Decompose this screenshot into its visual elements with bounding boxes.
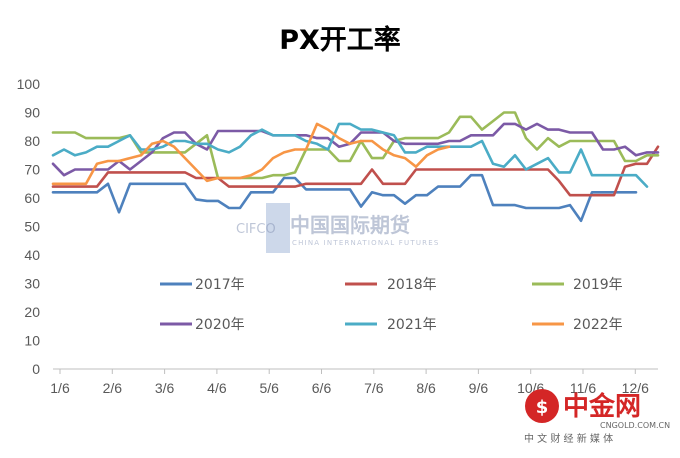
series-line-2 [51,111,660,180]
x-tick-label: 12/6 [622,380,649,396]
y-tick-label: 20 [24,304,40,320]
legend-label-4: 2021年 [387,317,437,333]
legend-label-2: 2019年 [573,277,623,293]
y-tick-label: 40 [24,247,40,263]
x-tick-label: 3/6 [155,380,175,396]
corner-logo-circle [525,389,559,423]
corner-logo-url: CNGOLD.COM.CN [600,421,670,430]
legend-label-0: 2017年 [195,277,245,293]
y-tick-label: 80 [24,133,40,149]
watermark-logo-text: CIFCO [236,222,276,237]
x-tick-label: 8/6 [416,380,436,396]
x-tick-label: 9/6 [469,380,489,396]
y-tick-label: 70 [24,162,40,178]
y-tick-label: 50 [24,219,40,235]
y-tick-label: 90 [24,105,40,121]
legend-label-1: 2018年 [387,277,437,293]
series-line-4 [51,122,649,188]
corner-logo-name: 中金网 [563,391,641,422]
series-layer [51,111,660,223]
watermark: CIFCO 中国国际期货 CHINA INTERNATIONAL FUTURES [236,203,440,253]
y-tick-label: 100 [17,76,41,92]
x-tick-label: 6/6 [312,380,332,396]
watermark-name-en: CHINA INTERNATIONAL FUTURES [292,239,440,247]
y-tick-label: 0 [32,361,40,377]
y-tick-label: 60 [24,190,40,206]
x-tick-label: 5/6 [259,380,279,396]
y-tick-label: 30 [24,276,40,292]
x-tick-label: 2/6 [103,380,123,396]
corner-logo-mark: $ [536,397,549,418]
x-tick-label: 11/6 [570,380,596,396]
watermark-name-cn: 中国国际期货 [290,213,410,237]
corner-logo-tagline: 中 文 财 经 新 媒 体 [524,432,613,445]
watermark-logo-block [266,203,290,253]
legend-label-3: 2020年 [195,317,245,333]
chart-title: PX开工率 [279,25,401,56]
corner-logo: $ 中金网 CNGOLD.COM.CN 中 文 财 经 新 媒 体 [524,389,670,445]
legend: 2017年 2018年 2019年 2020年 2021年 2022年 [160,277,623,333]
series-line-1 [51,145,660,197]
x-tick-label: 1/6 [50,380,70,396]
y-tick-label: 10 [24,333,40,349]
series-line-0 [51,173,638,223]
x-tick-label: 4/6 [207,380,227,396]
series-line-5 [51,122,451,186]
x-tick-label: 7/6 [364,380,384,396]
legend-label-5: 2022年 [573,317,623,333]
